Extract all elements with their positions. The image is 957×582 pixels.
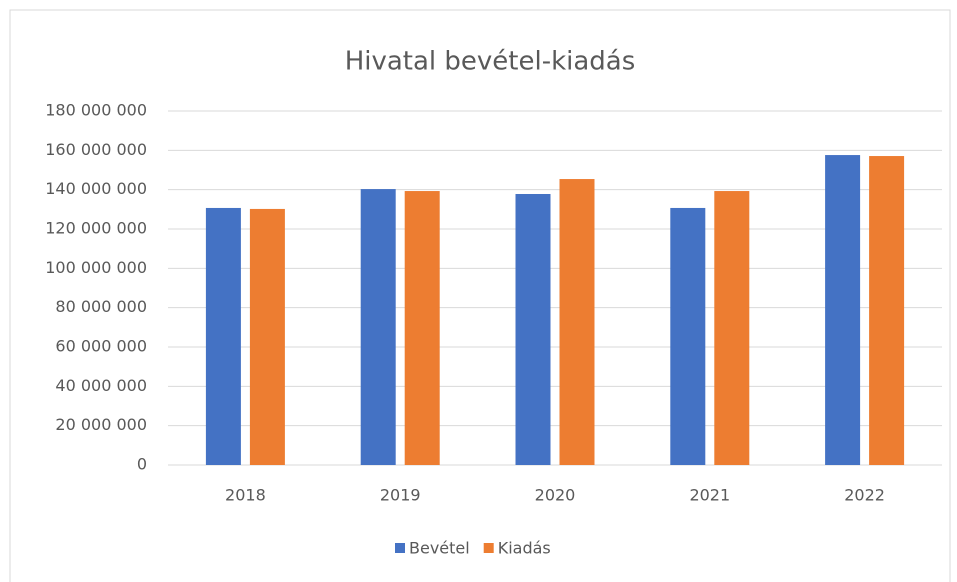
y-tick-label: 160 000 000: [45, 140, 147, 159]
bar: [360, 189, 396, 465]
legend-label: Bevétel: [409, 539, 470, 558]
y-tick-label: 120 000 000: [45, 219, 147, 238]
bar: [825, 155, 861, 465]
chart-border: [9, 9, 951, 582]
legend-swatch: [395, 543, 405, 553]
x-tick-label: 2019: [380, 486, 421, 505]
y-tick-label: 140 000 000: [45, 179, 147, 198]
y-tick-label: 0: [137, 455, 147, 474]
y-tick-label: 20 000 000: [55, 415, 147, 434]
chart-title: Hivatal bevétel-kiadás: [345, 47, 636, 77]
legend-label: Kiadás: [498, 539, 551, 558]
x-tick-label: 2022: [844, 486, 885, 505]
legend-swatch: [483, 543, 494, 553]
bar: [404, 191, 440, 465]
bar: [205, 207, 241, 465]
x-tick-label: 2021: [689, 486, 730, 505]
x-tick-label: 2018: [225, 486, 266, 505]
y-tick-label: 40 000 000: [55, 376, 147, 395]
x-tick-label: 2020: [535, 486, 576, 505]
y-tick-label: 60 000 000: [55, 337, 147, 356]
bar: [714, 191, 750, 465]
y-tick-label: 100 000 000: [45, 258, 147, 277]
y-tick-label: 80 000 000: [55, 297, 147, 316]
bar: [869, 156, 905, 465]
bar: [249, 208, 285, 465]
y-tick-label: 180 000 000: [45, 101, 147, 120]
bar: [515, 193, 551, 465]
bar: [670, 207, 706, 465]
bar: [559, 179, 595, 465]
